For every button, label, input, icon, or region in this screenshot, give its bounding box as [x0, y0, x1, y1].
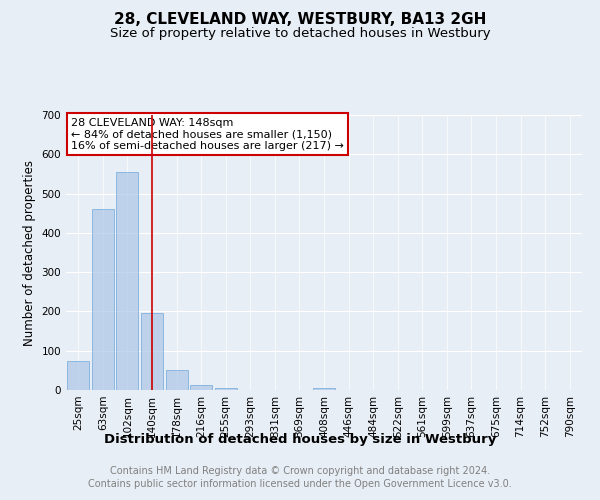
Bar	[215, 388, 237, 390]
Text: Size of property relative to detached houses in Westbury: Size of property relative to detached ho…	[110, 28, 490, 40]
Text: Contains HM Land Registry data © Crown copyright and database right 2024.: Contains HM Land Registry data © Crown c…	[110, 466, 490, 476]
Bar	[190, 385, 212, 390]
Text: 28, CLEVELAND WAY, WESTBURY, BA13 2GH: 28, CLEVELAND WAY, WESTBURY, BA13 2GH	[114, 12, 486, 28]
Bar	[116, 172, 139, 390]
Bar	[92, 210, 114, 390]
Bar	[313, 388, 335, 390]
Bar	[166, 370, 188, 390]
Bar	[141, 314, 163, 390]
Text: Contains public sector information licensed under the Open Government Licence v3: Contains public sector information licen…	[88, 479, 512, 489]
Text: Distribution of detached houses by size in Westbury: Distribution of detached houses by size …	[104, 432, 496, 446]
Bar	[67, 360, 89, 390]
Y-axis label: Number of detached properties: Number of detached properties	[23, 160, 36, 346]
Text: 28 CLEVELAND WAY: 148sqm
← 84% of detached houses are smaller (1,150)
16% of sem: 28 CLEVELAND WAY: 148sqm ← 84% of detach…	[71, 118, 344, 151]
